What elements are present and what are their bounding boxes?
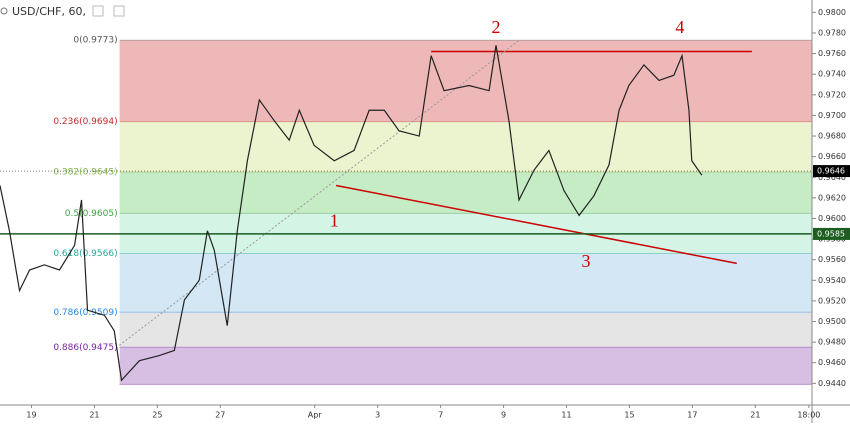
y-tick-label: 0.9560 <box>818 255 846 264</box>
price-tag-box <box>813 227 850 240</box>
point-label: 2 <box>492 17 501 37</box>
point-label: 1 <box>330 211 339 231</box>
fib-band <box>119 40 812 122</box>
fib-label: 0.886(0.9475) <box>53 343 117 353</box>
price-tag-label: 0.9646 <box>817 167 845 176</box>
y-tick-label: 0.9540 <box>818 276 846 285</box>
chart-title: USD/CHF, 60, <box>12 5 86 18</box>
y-tick-label: 0.9500 <box>818 317 846 326</box>
y-tick-label: 0.9800 <box>818 8 846 17</box>
y-tick-label: 0.9700 <box>818 111 846 120</box>
x-tick-label: 15 <box>624 411 634 420</box>
x-tick-label: 27 <box>215 411 225 420</box>
drawing-line <box>335 184 737 265</box>
fib-label: 0.618(0.9566) <box>53 249 117 259</box>
y-tick-label: 0.9780 <box>818 28 846 37</box>
y-tick-label: 0.9460 <box>818 358 846 367</box>
y-tick-label: 0.9640 <box>818 173 846 182</box>
symbol-icon <box>0 7 8 15</box>
fib-label: 0.236(0.9694) <box>53 117 117 127</box>
x-tick-label: 11 <box>561 411 571 420</box>
x-tick-label: 25 <box>152 411 162 420</box>
x-tick-label: Apr <box>308 411 323 420</box>
price-line-series <box>0 45 703 382</box>
y-tick-label: 0.9440 <box>818 379 846 388</box>
x-tick-label: 18:00 <box>797 411 820 420</box>
price-tag-label: 0.9585 <box>817 229 845 238</box>
fib-label: 0.786(0.9509) <box>53 308 117 318</box>
x-tick-label: 7 <box>438 411 443 420</box>
fib-band <box>119 172 812 214</box>
y-tick-label: 0.9600 <box>818 214 846 223</box>
y-tick-label: 0.9760 <box>818 49 846 58</box>
point-label: 3 <box>582 251 591 271</box>
fib-band <box>119 312 812 348</box>
header-button[interactable] <box>92 5 104 17</box>
fib-label: 0(0.9773) <box>73 36 117 46</box>
plot-area: 0(0.9773) 0.236(0.9694) 0.382(0.9645) 0.5(0… <box>0 17 812 385</box>
fib-band <box>119 253 812 313</box>
fib-label: 0.5(0.9605) <box>65 209 118 219</box>
y-tick-label: 0.9680 <box>818 132 846 141</box>
y-tick-label: 0.9480 <box>818 338 846 347</box>
point-label: 4 <box>675 17 684 37</box>
x-tick-label: 9 <box>501 411 506 420</box>
price-tag-box <box>813 165 850 178</box>
x-tick-label: 21 <box>89 411 99 420</box>
y-tick-label: 0.9740 <box>818 70 846 79</box>
y-tick-label: 0.9620 <box>818 193 846 202</box>
header-button[interactable] <box>113 5 125 17</box>
fib-band <box>119 347 812 385</box>
y-tick-label: 0.9520 <box>818 296 846 305</box>
fib-label: 0.382(0.9645) <box>53 168 117 178</box>
x-tick-label: 21 <box>750 411 760 420</box>
x-tick-label: 19 <box>26 411 36 420</box>
x-tick-label: 17 <box>687 411 697 420</box>
fib-band <box>119 121 812 173</box>
y-tick-label: 0.9660 <box>818 152 846 161</box>
y-tick-label: 0.9720 <box>818 90 846 99</box>
x-tick-label: 3 <box>375 411 380 420</box>
